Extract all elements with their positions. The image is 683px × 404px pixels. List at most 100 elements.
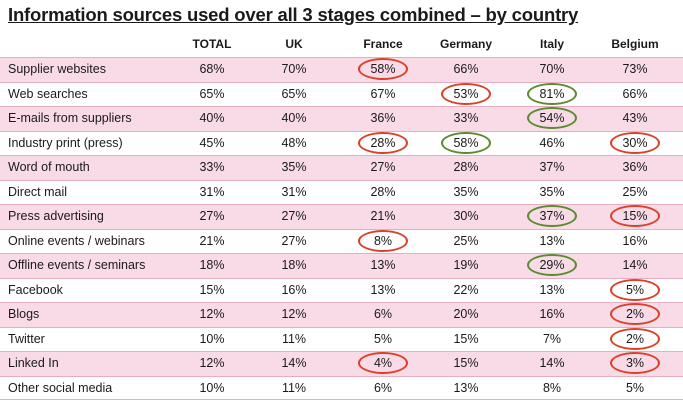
table-cell: 16% (539, 307, 565, 321)
table-cell: 4% (373, 356, 393, 370)
table-cell: 22% (453, 282, 479, 297)
row-label: Other social media (8, 380, 113, 395)
table-cell: 66% (453, 62, 479, 76)
table-cell: 33% (453, 111, 479, 125)
table-cell: 18% (199, 258, 225, 272)
table-cell: 16% (281, 282, 307, 297)
table-cell: 31% (199, 184, 225, 199)
table-cell: 43% (622, 111, 648, 125)
row-label: Word of mouth (8, 160, 90, 174)
table-cell: 27% (281, 209, 307, 223)
table-row: Word of mouth 33% 35% 27% 28% 37% 36% (0, 155, 683, 180)
table-cell: 58% (453, 135, 479, 150)
row-label: Industry print (press) (8, 135, 123, 150)
table-cell: 30% (453, 209, 479, 223)
table-cell: 35% (281, 160, 307, 174)
table-cell: 36% (622, 160, 648, 174)
page-title: Information sources used over all 3 stag… (8, 4, 579, 25)
column-header: Belgium (611, 37, 659, 51)
table-cell: 40% (199, 111, 225, 125)
row-label: Press advertising (8, 209, 104, 223)
table-cell: 5% (625, 282, 645, 297)
table-cell: 54% (539, 111, 565, 125)
table-row: Blogs 12% 12% 6% 20% 16% 2% (0, 302, 683, 327)
table-cell: 13% (453, 380, 479, 395)
table-cell: 21% (199, 233, 225, 248)
column-header: UK (285, 37, 303, 51)
table-cell: 12% (281, 307, 307, 321)
table-cell: 14% (622, 258, 648, 272)
row-label: E-mails from suppliers (8, 111, 132, 125)
table-cell: 10% (199, 380, 225, 395)
table-cell: 40% (281, 111, 307, 125)
table-cell: 35% (453, 184, 479, 199)
row-label: Supplier websites (8, 62, 106, 76)
table-cell: 15% (453, 331, 479, 346)
table-cell: 8% (542, 380, 562, 395)
table-row: Supplier websites 68% 70% 58% 66% 70% 73% (0, 57, 683, 82)
table-cell: 6% (373, 307, 393, 321)
table-cell: 3% (625, 356, 645, 370)
table-cell: 70% (281, 62, 307, 76)
table-cell: 13% (539, 282, 565, 297)
row-label: Twitter (8, 331, 45, 346)
table-cell: 15% (622, 209, 648, 223)
table-cell: 66% (622, 86, 648, 101)
table-cell: 33% (199, 160, 225, 174)
table-cell: 70% (539, 62, 565, 76)
table-cell: 37% (539, 209, 565, 223)
table-body: Supplier websites 68% 70% 58% 66% 70% 73% Web s… (0, 57, 683, 400)
column-header: Germany (439, 37, 493, 51)
table-cell: 68% (199, 62, 225, 76)
table-cell: 27% (281, 233, 307, 248)
row-label: Linked In (8, 356, 59, 370)
table-cell: 8% (373, 233, 393, 248)
table-cell: 36% (370, 111, 396, 125)
table-row: Web searches 65% 65% 67% 53% 81% 66% (0, 81, 683, 106)
column-header: TOTAL (192, 37, 232, 51)
table-row: Twitter 10% 11% 5% 15% 7% 2% (0, 326, 683, 351)
table-row: Press advertising 27% 27% 21% 30% 37% 15% (0, 204, 683, 229)
table-cell: 30% (622, 135, 648, 150)
table-header: TOTAL UK France Germany Italy Belgium (0, 32, 683, 57)
column-header: Italy (539, 37, 564, 51)
table-row: Industry print (press) 45% 48% 28% 58% 46% 30% (0, 130, 683, 155)
table-cell: 31% (281, 184, 307, 199)
table-cell: 67% (370, 86, 396, 101)
table-cell: 65% (199, 86, 225, 101)
table-cell: 29% (539, 258, 565, 272)
row-label: Web searches (8, 86, 88, 101)
row-label: Offline events / seminars (8, 258, 146, 272)
table-cell: 65% (281, 86, 307, 101)
table-cell: 21% (370, 209, 396, 223)
table-row: Other social media 10% 11% 6% 13% 8% 5% (0, 375, 683, 400)
table-cell: 28% (453, 160, 479, 174)
table-cell: 10% (199, 331, 225, 346)
table-cell: 35% (539, 184, 565, 199)
table-cell: 13% (370, 258, 396, 272)
table-row: Facebook 15% 16% 13% 22% 13% 5% (0, 277, 683, 302)
table-row: Offline events / seminars 18% 18% 13% 19% 29%… (0, 253, 683, 278)
table-cell: 13% (539, 233, 565, 248)
table-cell: 58% (370, 62, 396, 76)
table-cell: 81% (539, 86, 565, 101)
table-row: Linked In 12% 14% 4% 15% 14% 3% (0, 351, 683, 376)
row-label: Facebook (8, 282, 63, 297)
column-header: France (363, 37, 403, 51)
table-cell: 7% (542, 331, 562, 346)
table-cell: 27% (370, 160, 396, 174)
table-cell: 15% (453, 356, 479, 370)
table-cell: 25% (453, 233, 479, 248)
table-cell: 73% (622, 62, 648, 76)
table-cell: 12% (199, 356, 225, 370)
table-cell: 27% (199, 209, 225, 223)
table-cell: 37% (539, 160, 565, 174)
table-cell: 53% (453, 86, 479, 101)
table-row: E-mails from suppliers 40% 40% 36% 33% 54% 43% (0, 106, 683, 131)
table-cell: 45% (199, 135, 225, 150)
table-row: Online events / webinars 21% 27% 8% 25% 13% 16… (0, 228, 683, 253)
table-cell: 20% (453, 307, 479, 321)
table-cell: 25% (622, 184, 648, 199)
table-cell: 46% (539, 135, 565, 150)
table-cell: 14% (539, 356, 565, 370)
